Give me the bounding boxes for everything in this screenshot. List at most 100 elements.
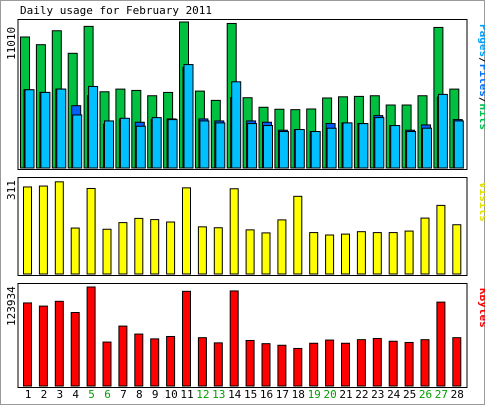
visits-bar <box>436 204 446 275</box>
pages-bar <box>199 120 210 169</box>
kbytes-bar <box>356 339 366 387</box>
pages-bar <box>294 129 305 169</box>
kbytes-bar <box>23 302 32 387</box>
kbytes-bar <box>436 301 446 387</box>
hits-legend: Pages/Files/Hits <box>477 24 485 130</box>
day-label: 11 <box>180 388 193 401</box>
kbytes-bar <box>86 286 96 387</box>
day-label: 26 <box>419 388 432 401</box>
kbytes-bar <box>293 347 303 387</box>
visits-bar <box>372 232 382 275</box>
pages-bar <box>183 64 194 169</box>
kbytes-legend: KBytes <box>477 288 485 328</box>
kbytes-bar <box>372 337 382 387</box>
pages-bar <box>406 131 417 169</box>
pages-bar <box>437 93 448 169</box>
visits-bar <box>420 217 430 275</box>
day-label: 21 <box>339 388 352 401</box>
hits-ymax-label: 11010 <box>5 27 18 60</box>
pages-bar <box>326 127 337 169</box>
visits-bar <box>388 232 398 275</box>
chart-title: Daily usage for February 2011 <box>20 4 212 17</box>
kbytes-bar <box>70 312 80 387</box>
visits-bars <box>23 181 462 275</box>
visits-bar <box>54 181 64 275</box>
pages-bar <box>215 122 226 169</box>
kbytes-bar <box>150 338 160 387</box>
visits-bar <box>166 221 176 275</box>
hits-legend-text-part: Pages <box>477 24 485 57</box>
pages-bar <box>374 117 385 169</box>
pages-bar <box>263 125 273 169</box>
day-label: 17 <box>276 388 289 401</box>
visits-bar <box>229 188 239 275</box>
kbytes-legend-text: KBytes <box>477 288 485 328</box>
visits-bar <box>452 224 462 275</box>
visits-bar <box>325 234 335 275</box>
kbytes-bar <box>404 341 414 387</box>
pages-bar <box>24 89 35 169</box>
hits-legend-text-part: / <box>477 57 485 64</box>
hits-legend-text: Pages/Files/Hits <box>477 24 485 130</box>
kbytes-bar <box>197 337 207 387</box>
kbytes-bar <box>118 325 128 387</box>
day-label: 9 <box>152 388 159 401</box>
kbytes-bar <box>229 290 239 387</box>
visits-bar <box>277 219 287 275</box>
pages-bar <box>247 123 258 169</box>
day-label: 18 <box>292 388 305 401</box>
hits-legend-text-part: / <box>477 97 485 104</box>
kbytes-bar <box>182 290 191 387</box>
kbytes-bar <box>102 341 112 387</box>
visits-legend-text: Visits <box>477 182 485 222</box>
kbytes-bar <box>420 339 430 387</box>
visits-bar <box>213 227 223 275</box>
pages-bar <box>151 117 162 169</box>
visits-bar <box>23 186 32 275</box>
visits-bar <box>261 232 271 275</box>
kbytes-bar <box>452 337 462 387</box>
day-label: 27 <box>435 388 448 401</box>
kbytes-bar <box>134 333 144 387</box>
day-label: 19 <box>308 388 321 401</box>
visits-bar <box>134 217 144 275</box>
pages-bar <box>40 91 51 169</box>
kbytes-legend-text-part: KBytes <box>477 288 485 328</box>
pages-bar <box>310 131 321 169</box>
visits-bar <box>118 222 128 275</box>
kbytes-bar <box>341 342 350 387</box>
day-label: 1 <box>25 388 32 401</box>
visits-legend: Visits <box>477 182 485 222</box>
pages-bar <box>231 81 242 169</box>
day-labels: 1 2 3 4 5 6 7 8 9 10 11 12 13 14 15 16 17 18 19 20 21 22 23 24 2… <box>25 388 464 401</box>
kbytes-bar <box>54 300 64 387</box>
kbytes-bar <box>309 342 319 387</box>
kbytes-bar <box>166 335 176 387</box>
kbytes-bar <box>388 340 398 387</box>
visits-bar <box>356 231 366 275</box>
day-label: 2 <box>41 388 48 401</box>
day-label: 4 <box>72 388 79 401</box>
pages-bar <box>72 114 83 169</box>
pages-bar <box>422 127 432 169</box>
day-label: 22 <box>355 388 368 401</box>
visits-panel-frame <box>17 177 468 276</box>
pages-bar <box>104 120 114 169</box>
day-label: 16 <box>260 388 273 401</box>
kbytes-bars <box>23 286 462 387</box>
visits-bar <box>404 230 414 275</box>
day-label: 20 <box>323 388 336 401</box>
day-label: 13 <box>212 388 225 401</box>
visits-legend-text-part: Visits <box>477 182 485 222</box>
pages-bar <box>56 88 67 169</box>
visits-bar <box>197 226 207 275</box>
kbytes-ymax-label: 123934 <box>5 286 18 326</box>
visits-bar <box>102 228 112 275</box>
pages-bar <box>358 123 369 169</box>
kbytes-bar <box>277 344 287 387</box>
kbytes-bar <box>213 342 223 387</box>
pages-bar <box>135 125 146 169</box>
visits-bar <box>245 229 255 275</box>
visits-bar <box>86 187 96 275</box>
